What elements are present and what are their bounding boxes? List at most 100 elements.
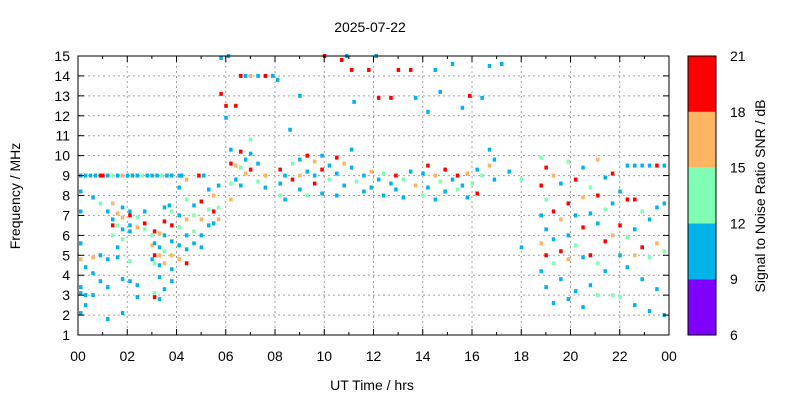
data-point [610, 201, 615, 206]
data-point [192, 241, 196, 246]
data-point [389, 181, 393, 186]
data-point [211, 221, 216, 226]
colorbar-tick-label: 18 [730, 104, 746, 120]
data-point [229, 197, 233, 202]
data-point [170, 267, 174, 272]
data-point [426, 109, 430, 114]
data-point [167, 203, 172, 208]
data-point [640, 245, 644, 250]
data-point [480, 95, 484, 100]
data-point [662, 163, 667, 168]
data-point [135, 173, 140, 178]
data-point [610, 293, 615, 298]
data-point [184, 247, 189, 252]
data-point [229, 147, 233, 152]
data-point [120, 277, 125, 282]
data-point [492, 177, 497, 182]
data-point [256, 73, 260, 78]
colorbar-segment [688, 111, 716, 168]
data-point [192, 203, 196, 208]
y-tick-label: 15 [54, 48, 70, 64]
data-point [115, 173, 120, 178]
data-point [128, 223, 132, 228]
data-point [426, 163, 430, 168]
data-point [596, 221, 600, 226]
data-point [115, 245, 120, 250]
data-point [216, 217, 221, 222]
data-point [625, 265, 630, 270]
data-point [192, 229, 196, 234]
data-point [354, 179, 359, 184]
data-point [106, 317, 110, 322]
data-point [290, 161, 295, 166]
colorbar-segment [688, 167, 716, 224]
data-point [170, 253, 174, 258]
data-point [219, 91, 223, 96]
data-point [633, 303, 637, 308]
data-point [170, 223, 174, 228]
data-point [544, 197, 548, 202]
data-point [394, 187, 398, 192]
data-point [207, 207, 211, 212]
data-point [157, 245, 162, 250]
data-point [588, 253, 593, 258]
data-point [283, 197, 287, 202]
data-point [596, 261, 600, 266]
x-tick-label: 16 [464, 348, 480, 364]
data-point [349, 165, 354, 170]
data-point [625, 163, 630, 168]
data-point [421, 193, 425, 198]
data-point [78, 209, 83, 214]
data-point [475, 191, 479, 196]
data-point [115, 255, 120, 260]
data-point [655, 241, 659, 246]
data-point [128, 213, 132, 218]
data-point [216, 183, 221, 188]
data-point [135, 295, 140, 300]
data-point [184, 217, 189, 222]
data-point [381, 193, 386, 198]
colorbar-segment [688, 223, 716, 280]
data-point [142, 221, 147, 226]
x-tick-label: 10 [316, 348, 332, 364]
data-point [91, 255, 95, 260]
data-point [157, 263, 162, 268]
data-point [256, 161, 260, 166]
data-point [312, 173, 317, 178]
data-point [98, 279, 103, 284]
data-point [618, 223, 622, 228]
y-tick-label: 11 [55, 128, 70, 144]
data-point [362, 189, 366, 194]
data-point [588, 185, 593, 190]
data-point [647, 255, 652, 260]
data-point [110, 217, 115, 222]
data-point [83, 293, 88, 298]
data-point [197, 173, 201, 178]
data-point [101, 173, 105, 178]
data-point [78, 291, 83, 296]
data-point [177, 225, 181, 230]
data-point [460, 183, 465, 188]
data-point [349, 147, 354, 152]
data-point [91, 293, 95, 298]
data-point [465, 195, 470, 200]
data-point [283, 173, 287, 178]
data-point [603, 269, 607, 274]
data-point [219, 55, 223, 60]
data-point [199, 217, 204, 222]
data-point [396, 67, 401, 72]
data-point [559, 217, 563, 222]
data-point [662, 249, 667, 254]
data-point [78, 311, 83, 316]
data-point [349, 67, 354, 72]
y-tick-label: 9 [62, 168, 70, 184]
data-point [603, 175, 607, 180]
colorbar-tick-label: 21 [730, 48, 746, 64]
data-point [120, 237, 125, 242]
data-point [618, 189, 622, 194]
data-point [150, 243, 154, 248]
data-point [145, 173, 149, 178]
data-point [88, 173, 93, 178]
data-point [633, 227, 637, 232]
data-point [224, 115, 228, 120]
